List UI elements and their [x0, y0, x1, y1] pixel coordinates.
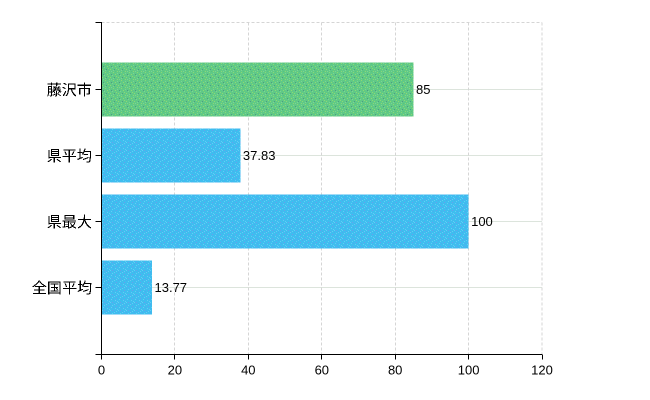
svg-text:13.77: 13.77 [155, 280, 188, 295]
svg-text:120: 120 [531, 363, 553, 378]
svg-text:37.83: 37.83 [243, 148, 276, 163]
svg-text:100: 100 [458, 363, 480, 378]
svg-text:20: 20 [168, 363, 182, 378]
svg-text:85: 85 [416, 82, 430, 97]
svg-text:100: 100 [471, 214, 493, 229]
svg-text:60: 60 [315, 363, 329, 378]
svg-text:40: 40 [241, 363, 255, 378]
svg-text:0: 0 [98, 363, 105, 378]
svg-text:80: 80 [388, 363, 402, 378]
